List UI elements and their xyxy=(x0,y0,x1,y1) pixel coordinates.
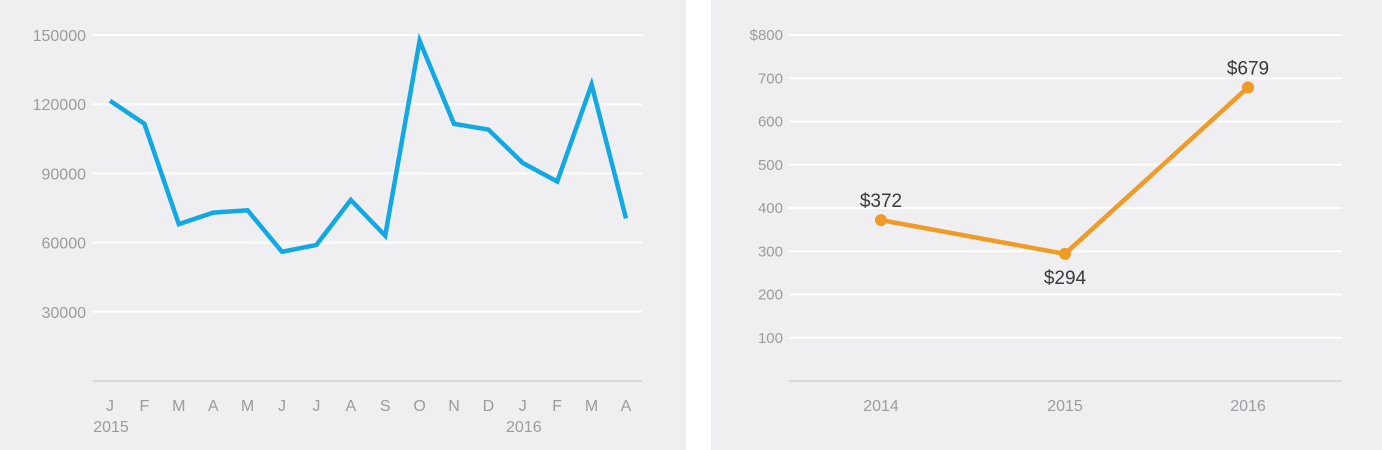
y-tick-label: 60000 xyxy=(42,236,87,253)
yearly-line-chart-panel: 100 200 300 400 500 600 700 $800 2014 2015 2016 $37… xyxy=(711,0,1382,450)
x-tick-label: N xyxy=(448,398,460,415)
x-tick-label: 2014 xyxy=(863,398,899,415)
x-year-label: 2016 xyxy=(506,419,542,436)
x-tick-label: M xyxy=(241,398,254,415)
x-tick-label: D xyxy=(483,398,495,415)
x-tick-label: O xyxy=(413,398,425,415)
monthly-line-chart: 30000 60000 90000 120000 150000 J F M A M J J A S O N D J… xyxy=(33,28,642,436)
x-tick-label: F xyxy=(140,398,150,415)
y-tick-label: 700 xyxy=(758,70,783,87)
x-tick-label: M xyxy=(585,398,598,415)
x-tick-label: S xyxy=(380,398,391,415)
data-label: $372 xyxy=(860,191,902,212)
data-point xyxy=(875,214,887,227)
data-label: $294 xyxy=(1044,268,1087,289)
series-line xyxy=(108,32,629,255)
monthly-line-chart-panel: 30000 60000 90000 120000 150000 J F M A M J J A S O N D J… xyxy=(0,0,686,450)
y-tick-label: 90000 xyxy=(42,166,87,183)
data-point xyxy=(1059,247,1071,260)
x-year-label: 2015 xyxy=(93,419,129,436)
x-tick-label: A xyxy=(345,398,356,415)
x-tick-label: M xyxy=(172,398,185,415)
yearly-line-chart: 100 200 300 400 500 600 700 $800 2014 2015 2016 $37… xyxy=(750,27,1342,415)
y-tick-label: 200 xyxy=(758,287,783,304)
y-tick-label: 100 xyxy=(758,330,783,347)
y-tick-label: 500 xyxy=(758,157,783,174)
x-tick-label: 2016 xyxy=(1230,398,1266,415)
y-tick-label: 150000 xyxy=(33,28,86,45)
y-tick-label: 400 xyxy=(758,200,783,217)
y-tick-label: $800 xyxy=(750,27,783,44)
data-label: $679 xyxy=(1227,58,1269,79)
x-tick-label: 2015 xyxy=(1047,398,1083,415)
series-line xyxy=(880,85,1250,257)
y-tick-label: 600 xyxy=(758,114,783,131)
x-tick-label: J xyxy=(278,398,286,415)
x-tick-label: J xyxy=(106,398,114,415)
y-tick-label: 300 xyxy=(758,243,783,260)
x-tick-label: J xyxy=(312,398,320,415)
x-tick-label: J xyxy=(519,398,527,415)
y-tick-label: 120000 xyxy=(33,97,86,114)
y-tick-label: 30000 xyxy=(42,305,87,322)
data-point xyxy=(1242,81,1254,94)
x-tick-label: A xyxy=(208,398,219,415)
x-tick-label: F xyxy=(552,398,562,415)
x-tick-label: A xyxy=(621,398,632,415)
